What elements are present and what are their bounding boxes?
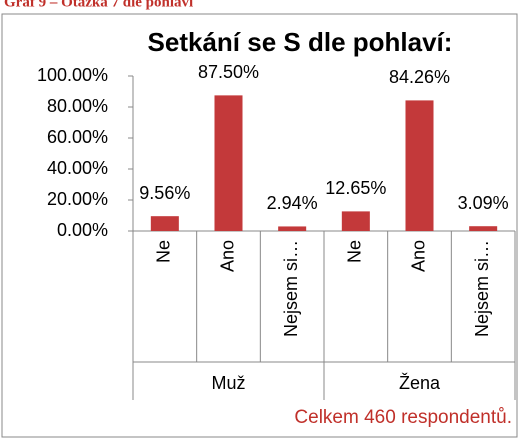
data-label: 84.26%: [389, 67, 450, 87]
bar: [214, 95, 243, 231]
group-label: Muž: [211, 373, 245, 393]
bar: [341, 211, 370, 231]
chart-title: Setkání se S dle pohlaví:: [148, 27, 453, 57]
x-tick-label: Ne: [345, 240, 365, 263]
data-label: 3.09%: [458, 193, 509, 213]
chart-border: [1, 13, 518, 438]
y-tick-label: 40.00%: [47, 158, 108, 178]
x-tick-label: Ano: [408, 240, 428, 272]
y-tick-label: 100.00%: [37, 65, 108, 85]
y-tick-label: 60.00%: [47, 127, 108, 147]
x-tick-label: Nejsem si…: [281, 240, 301, 337]
y-tick-label: 80.00%: [47, 96, 108, 116]
x-tick-label: Ne: [154, 240, 174, 263]
y-tick-label: 0.00%: [57, 220, 108, 240]
x-tick-label: Ano: [217, 240, 237, 272]
group-label: Žena: [399, 373, 441, 393]
data-label: 12.65%: [325, 178, 386, 198]
bar: [469, 226, 498, 231]
y-tick-label: 20.00%: [47, 189, 108, 209]
annotation: Celkem 460 respondentů.: [294, 407, 512, 428]
data-label: 2.94%: [267, 193, 318, 213]
x-tick-label: Nejsem si…: [472, 240, 492, 337]
bar: [405, 100, 434, 231]
caption: Graf 9 – Otázka 7 dle pohlaví: [4, 0, 194, 10]
data-label: 87.50%: [198, 62, 259, 82]
data-label: 9.56%: [139, 183, 190, 203]
bar: [278, 226, 307, 231]
bar: [150, 216, 179, 231]
